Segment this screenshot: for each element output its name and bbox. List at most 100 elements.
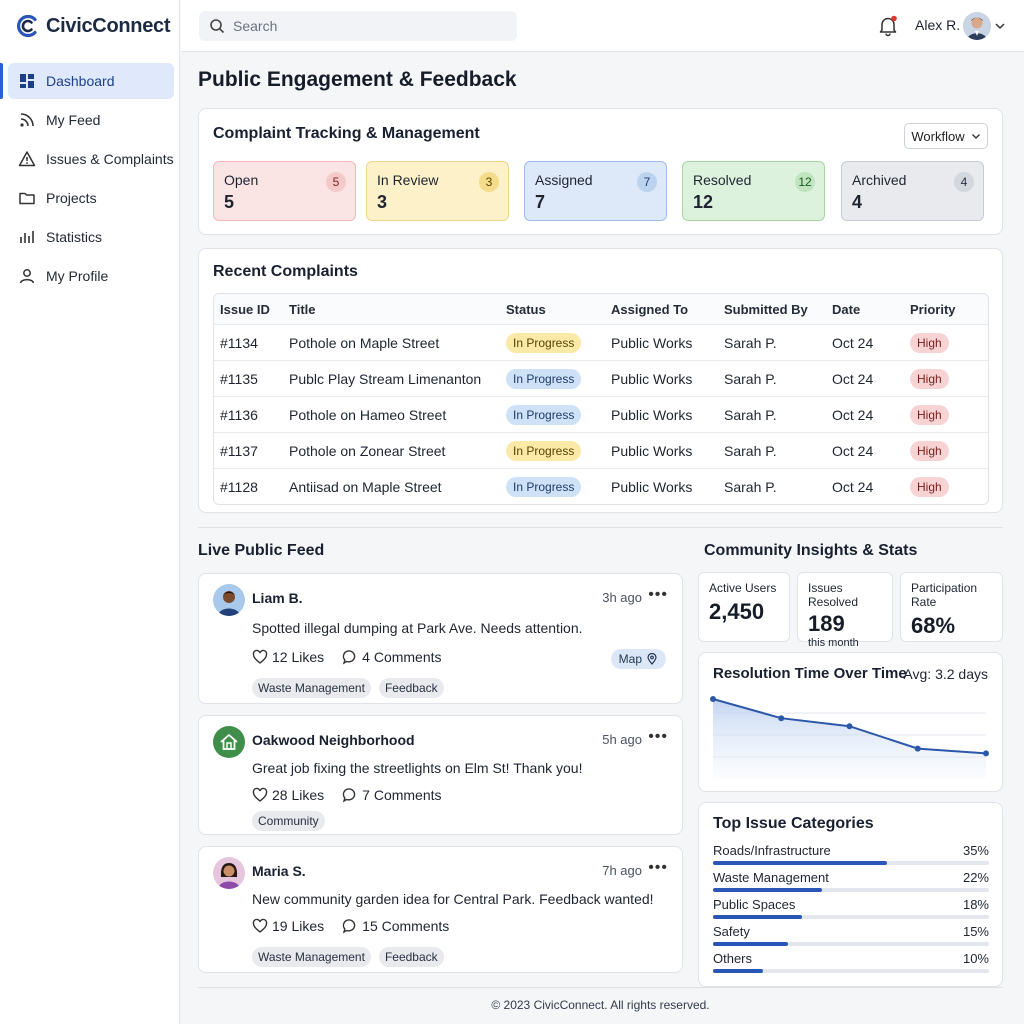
chart-point[interactable] — [778, 715, 785, 722]
sidebar-item-my-feed[interactable]: My Feed — [8, 102, 174, 138]
tag[interactable]: Feedback — [378, 678, 444, 698]
user-name[interactable]: Alex R. — [915, 17, 961, 33]
avatar[interactable] — [213, 584, 245, 616]
sidebar-item-my-profile[interactable]: My Profile — [8, 258, 174, 294]
priority-cell: High — [904, 404, 984, 425]
column-header[interactable]: Issue ID — [220, 301, 270, 317]
chart-point[interactable] — [710, 696, 716, 702]
complaints-table: Issue ID Title Status Assigned To Submit… — [213, 293, 989, 505]
issue-title: Pothole on Hameo Street — [289, 406, 447, 423]
sidebar-item-label: Statistics — [46, 229, 103, 245]
assigned-to: Public Works — [611, 406, 693, 423]
chart-point[interactable] — [914, 745, 921, 752]
like-button[interactable]: 28 Likes — [252, 787, 324, 803]
category-bar-fill — [713, 861, 887, 865]
column-header[interactable]: Status — [506, 301, 546, 317]
resolution-chart-title: Resolution Time Over Time — [713, 665, 907, 682]
post-actions: 12 Likes 4 Comments — [252, 649, 442, 665]
sidebar-item-projects[interactable]: Projects — [8, 180, 174, 216]
submitted-by: Sarah P. — [724, 334, 777, 351]
status-badge: 3 — [479, 172, 499, 192]
column-header[interactable]: Assigned To — [611, 301, 689, 317]
sidebar-item-statistics[interactable]: Statistics — [8, 219, 174, 255]
status-label: Assigned — [535, 172, 593, 188]
workflow-dropdown[interactable]: Workflow — [904, 123, 988, 149]
comment-button[interactable]: 4 Comments — [342, 649, 442, 665]
comment-button[interactable]: 15 Comments — [342, 918, 449, 934]
chart-point[interactable] — [983, 750, 989, 757]
resolution-average: Avg: 3.2 days — [903, 666, 988, 682]
column-header[interactable]: Submitted By — [724, 301, 808, 317]
table-header-row: Issue ID Title Status Assigned To Submit… — [214, 294, 988, 324]
assigned-to: Public Works — [611, 334, 693, 351]
tag[interactable]: Waste Management — [252, 947, 371, 967]
chart-point[interactable] — [846, 723, 853, 730]
category-row[interactable]: Public Spaces 18% — [713, 897, 989, 923]
post-author[interactable]: Maria S. — [252, 863, 306, 879]
feed-post: Maria S. 7h ago ••• New community garden… — [198, 846, 683, 973]
category-label: Others — [713, 951, 753, 966]
post-time: 7h ago — [602, 863, 642, 878]
table-row[interactable]: #1128 Antiisad on Maple Street In Progre… — [214, 468, 988, 504]
column-header[interactable]: Priority — [910, 301, 956, 317]
comment-button[interactable]: 7 Comments — [342, 787, 442, 803]
avatar[interactable] — [213, 857, 245, 889]
submitted-by: Sarah P. — [724, 478, 777, 495]
heart-icon — [252, 918, 268, 933]
status-box-assigned[interactable]: Assigned 7 7 — [524, 161, 667, 221]
more-options-icon[interactable]: ••• — [648, 728, 668, 745]
category-label: Public Spaces — [713, 897, 796, 912]
submitted-by: Sarah P. — [724, 442, 777, 459]
comments-count: 15 Comments — [362, 918, 450, 934]
search-input[interactable] — [233, 18, 503, 34]
status-box-resolved[interactable]: Resolved 12 12 — [682, 161, 825, 221]
stat-active-users: Active Users 2,450 — [698, 572, 790, 642]
post-author[interactable]: Oakwood Neighborhood — [252, 732, 415, 748]
status-value: 12 — [693, 192, 714, 212]
category-bar-track — [713, 861, 989, 865]
category-row[interactable]: Waste Management 22% — [713, 870, 989, 896]
post-actions: 28 Likes 7 Comments — [252, 787, 442, 803]
category-bar-track — [713, 888, 989, 892]
post-author[interactable]: Liam B. — [252, 590, 303, 606]
brand[interactable]: CivicConnect — [16, 10, 171, 42]
user-avatar[interactable] — [963, 12, 991, 40]
status-cell: In Progress — [500, 476, 605, 497]
avatar[interactable] — [213, 726, 245, 758]
status-box-archived[interactable]: Archived 4 4 — [841, 161, 984, 221]
category-percent: 10% — [962, 951, 989, 966]
tag[interactable]: Waste Management — [252, 678, 371, 698]
status-box-open[interactable]: Open 5 5 — [213, 161, 356, 221]
notification-bell-icon[interactable] — [878, 15, 898, 37]
chevron-down-icon[interactable] — [994, 20, 1006, 32]
table-row[interactable]: #1134 Pothole on Maple Street In Progres… — [214, 324, 988, 360]
map-button[interactable]: Map — [610, 649, 666, 669]
table-row[interactable]: #1136 Pothole on Hameo Street In Progres… — [214, 396, 988, 432]
tag[interactable]: Community — [252, 811, 325, 831]
table-row[interactable]: #1137 Pothole on Zonear Street In Progre… — [214, 432, 988, 468]
like-button[interactable]: 19 Likes — [252, 918, 324, 934]
category-row[interactable]: Roads/Infrastructure 35% — [713, 843, 989, 869]
post-tags: Community — [252, 811, 325, 831]
priority-badge: High — [910, 368, 949, 389]
heart-icon — [252, 649, 268, 664]
stat-label: Issues Resolved — [808, 581, 859, 609]
category-row[interactable]: Others 10% — [713, 951, 989, 977]
more-options-icon[interactable]: ••• — [648, 859, 668, 876]
date: Oct 24 — [832, 442, 874, 459]
column-header[interactable]: Title — [289, 301, 316, 317]
table-row[interactable]: #1135 Publc Play Stream Limenanton In Pr… — [214, 360, 988, 396]
sidebar-item-dashboard[interactable]: Dashboard — [8, 63, 174, 99]
sidebar-item-issues-complaints[interactable]: Issues & Complaints — [8, 141, 174, 177]
like-button[interactable]: 12 Likes — [252, 649, 324, 665]
category-row[interactable]: Safety 15% — [713, 924, 989, 950]
tag[interactable]: Feedback — [378, 947, 444, 967]
more-options-icon[interactable]: ••• — [648, 586, 668, 603]
priority-cell: High — [904, 368, 984, 389]
search-box[interactable] — [199, 11, 517, 41]
column-header[interactable]: Date — [832, 301, 861, 317]
issue-id: #1137 — [220, 442, 258, 459]
map-label: Map — [618, 652, 642, 666]
top-categories-title: Top Issue Categories — [713, 815, 874, 832]
status-box-in-review[interactable]: In Review 3 3 — [366, 161, 509, 221]
